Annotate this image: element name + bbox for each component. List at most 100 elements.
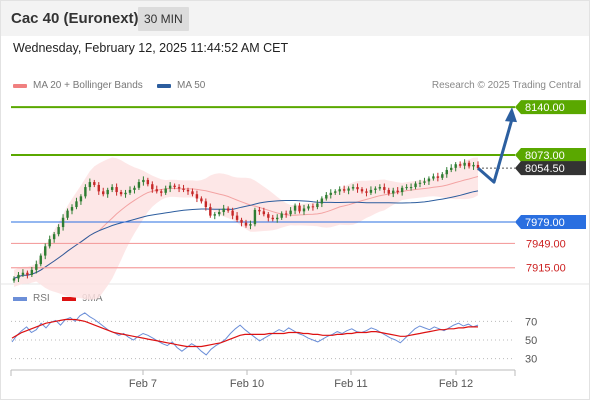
candle-body [454,164,457,168]
candle-body [240,219,243,223]
candle-body [191,191,194,195]
candle [458,161,462,168]
level-tag-8073.00 [515,147,586,162]
candle [271,214,274,222]
legend-rsi: RSI [13,293,50,304]
rsi-ma-line [11,318,478,348]
candle-body [276,217,279,220]
candle-body [26,272,29,275]
legend-bb-swatch [13,83,27,88]
last-price-label: 8054.50 [525,163,565,175]
candle-body [97,184,100,192]
candle [445,167,448,178]
candle-body [280,213,283,218]
candle-body [12,278,16,281]
legend-rsi-swatch [13,296,27,301]
candle [253,207,257,227]
candle-body [258,209,261,212]
candle [137,179,141,190]
candle [57,224,60,237]
candle [244,219,248,228]
candle-body [160,191,163,193]
candle-body [325,194,328,199]
candle [351,184,355,191]
candle-body [458,164,462,166]
candle [267,212,270,222]
level-label-8140.00: 8140.00 [525,102,565,114]
candle-body [445,169,448,175]
bollinger-band [14,157,478,300]
candle [436,172,440,182]
candle [423,177,426,185]
candle-body [21,272,25,275]
candle-body [84,187,87,197]
candle-body [338,189,341,192]
candle [360,187,364,194]
candle-body [151,184,154,190]
level-tag-8140.00 [515,100,586,115]
candle [168,182,172,193]
legend-ma50-label: MA 50 [177,80,206,91]
candle-body [356,187,359,190]
candle [102,187,105,197]
candle [128,186,132,195]
candle [222,204,225,216]
candle [30,267,34,278]
candle-body [467,162,471,167]
candle [44,243,47,260]
candle-body [164,188,167,193]
candle [325,192,328,201]
candle-body [146,179,150,185]
candle-body [70,207,74,211]
candle-body [57,227,60,235]
candle [61,214,65,231]
candle-body [450,167,453,170]
candle [124,189,127,198]
candle-body [218,212,221,215]
candle [298,202,301,214]
timeframe-badge[interactable]: 30 MIN [138,7,189,31]
candle [383,183,386,194]
candle [146,177,150,187]
candle [66,208,69,220]
candle-body [414,183,417,188]
candle [186,187,190,195]
candle [21,269,25,278]
candle [84,184,87,199]
candle [151,181,154,193]
candle [427,176,431,185]
candle-body [351,187,355,189]
candle-body [182,188,185,190]
candle [35,260,38,274]
ma50-line [13,190,479,279]
candle-body [432,176,435,179]
candle-body [35,264,38,270]
candle [374,186,377,194]
candle [302,204,306,215]
credit-text: Research © 2025 Trading Central [431,80,581,91]
candle [39,253,42,267]
projection-arrow [477,118,514,184]
candle [75,197,78,210]
candle [48,235,51,249]
candle-body [79,196,83,202]
candle-body [284,213,288,215]
candle [17,272,20,282]
candle-body [44,246,47,256]
candle-body [400,187,404,193]
candle-body [405,187,408,189]
candle-body [253,209,257,225]
candle-body [48,239,51,247]
x-tick-label: Feb 7 [129,378,157,390]
candle [405,184,408,190]
level-label-7915.00: 7915.00 [526,263,566,275]
candle-body [249,224,252,226]
candle [441,172,444,180]
candle-body [231,210,234,216]
candle [392,187,395,198]
candle [338,186,341,195]
candle [200,196,203,204]
candle [79,194,83,205]
candle-body [124,192,127,195]
